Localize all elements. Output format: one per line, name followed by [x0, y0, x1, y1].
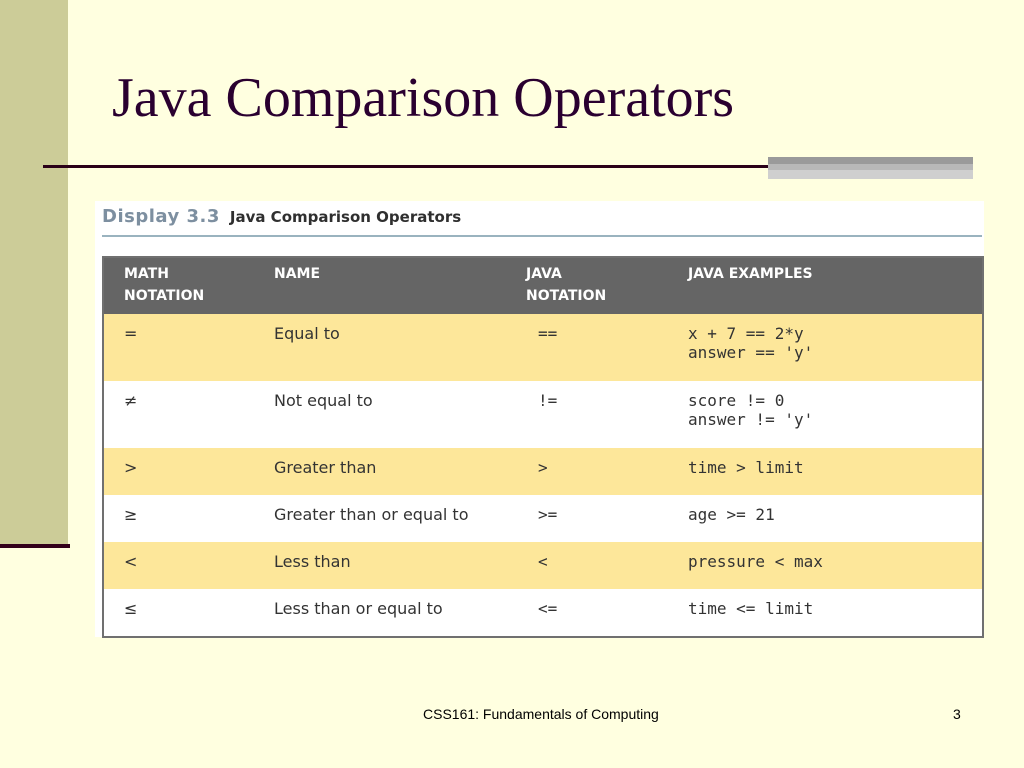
java-example: pressure < max [688, 542, 983, 589]
operator-name: Not equal to [274, 381, 526, 448]
java-operator: == [526, 314, 688, 381]
math-symbol: > [103, 448, 274, 495]
math-symbol: = [103, 314, 274, 381]
example-line: answer == 'y' [688, 343, 814, 362]
java-operator: > [526, 448, 688, 495]
operator-name: Greater than [274, 448, 526, 495]
math-symbol: ≥ [103, 495, 274, 542]
java-operator: != [526, 381, 688, 448]
java-operator: <= [526, 589, 688, 637]
table-row: ≤ Less than or equal to <= time <= limit [103, 589, 983, 637]
example-line: score != 0 [688, 391, 785, 410]
header-math-line2: NOTATION [124, 288, 205, 304]
display-figure: Display 3.3 Java Comparison Operators MAT… [95, 201, 984, 638]
title-accent-bar [768, 157, 973, 179]
operator-name: Less than [274, 542, 526, 589]
table-header-row: MATH NOTATION NAME JAVA NOTATION JAVA EX… [103, 257, 983, 314]
table-row: ≥ Greater than or equal to >= age >= 21 [103, 495, 983, 542]
header-java-line2: NOTATION [526, 288, 607, 304]
table-row: = Equal to == x + 7 == 2*y answer == 'y' [103, 314, 983, 381]
math-symbol: < [103, 542, 274, 589]
operator-name: Equal to [274, 314, 526, 381]
example-line: time > limit [688, 458, 804, 477]
table-row: > Greater than > time > limit [103, 448, 983, 495]
header-java-line1: JAVA [526, 266, 562, 282]
display-number: Display 3.3 [102, 206, 220, 227]
title-rule [43, 165, 968, 168]
slide-page-number: 3 [953, 706, 961, 722]
operator-name: Less than or equal to [274, 589, 526, 637]
slide-title: Java Comparison Operators [112, 67, 735, 129]
example-line: pressure < max [688, 552, 823, 571]
java-operator: >= [526, 495, 688, 542]
java-example: score != 0 answer != 'y' [688, 381, 983, 448]
header-java-notation: JAVA NOTATION [526, 257, 688, 314]
header-math-notation: MATH NOTATION [103, 257, 274, 314]
example-line: time <= limit [688, 599, 814, 618]
header-java-examples: JAVA EXAMPLES [688, 257, 983, 314]
display-header: Display 3.3 Java Comparison Operators [102, 206, 461, 227]
example-line: x + 7 == 2*y [688, 324, 804, 343]
operator-name: Greater than or equal to [274, 495, 526, 542]
java-example: x + 7 == 2*y answer == 'y' [688, 314, 983, 381]
math-symbol: ≠ [103, 381, 274, 448]
footer-course-title: CSS161: Fundamentals of Computing [423, 706, 659, 722]
java-example: time <= limit [688, 589, 983, 637]
header-name: NAME [274, 257, 526, 314]
example-line: answer != 'y' [688, 410, 814, 429]
display-title: Java Comparison Operators [229, 208, 462, 226]
math-symbol: ≤ [103, 589, 274, 637]
left-bar-underline [0, 544, 70, 548]
java-example: age >= 21 [688, 495, 983, 542]
left-decorative-bar [0, 0, 68, 545]
table-row: ≠ Not equal to != score != 0 answer != '… [103, 381, 983, 448]
java-example: time > limit [688, 448, 983, 495]
example-line: age >= 21 [688, 505, 775, 524]
table-row: < Less than < pressure < max [103, 542, 983, 589]
header-math-line1: MATH [124, 266, 169, 282]
java-operator: < [526, 542, 688, 589]
operators-table: MATH NOTATION NAME JAVA NOTATION JAVA EX… [102, 256, 984, 638]
display-rule [102, 235, 982, 237]
